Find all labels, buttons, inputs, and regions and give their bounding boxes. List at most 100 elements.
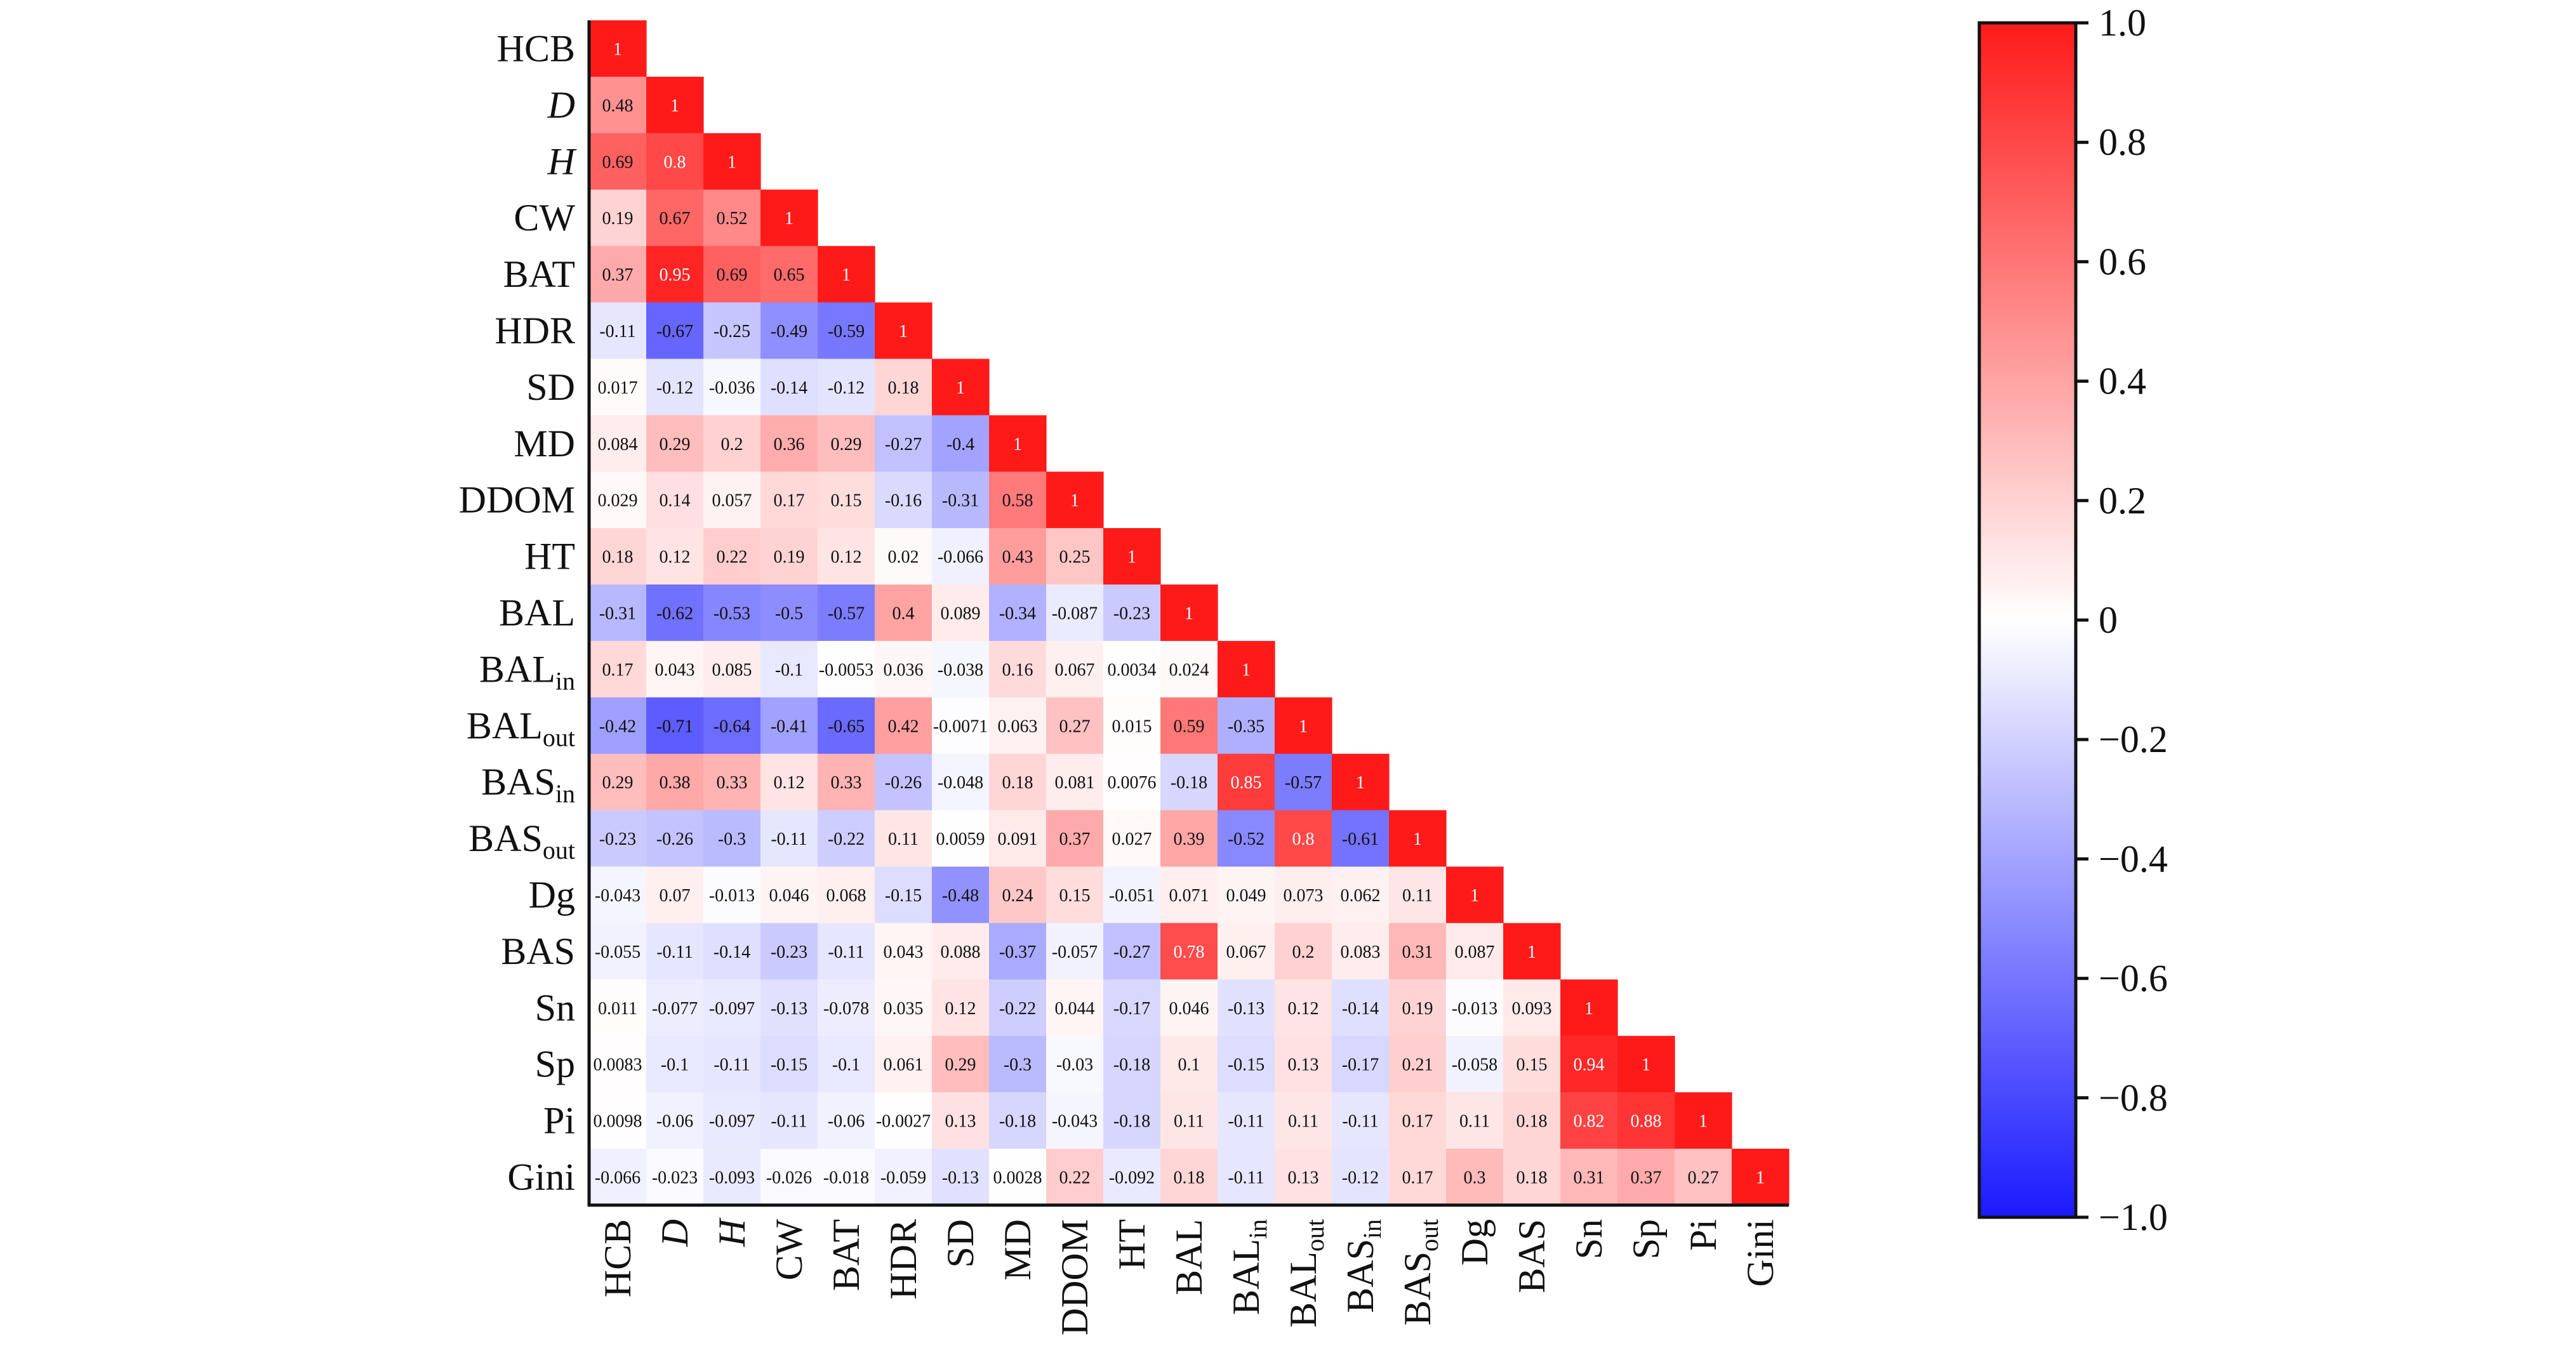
heatmap-cell-9-0 (589, 528, 647, 585)
cell-value-label: -0.11 (771, 829, 807, 849)
column-label-7: MD (997, 1219, 1039, 1281)
cell-value-label: 0.0083 (594, 1055, 642, 1075)
heatmap-cell-17-7 (989, 979, 1047, 1036)
heatmap-cell-15-9 (1103, 866, 1161, 923)
cell-value-label: 1 (1356, 773, 1365, 793)
heatmap-cell-19-5 (875, 1092, 933, 1149)
heatmap-cell-20-7 (989, 1149, 1047, 1206)
heatmap-cell-15-6 (932, 866, 990, 923)
cell-value-label: 0.82 (1574, 1112, 1605, 1132)
cell-value-label: -0.018 (823, 1168, 869, 1187)
heatmap-cell-20-10 (1160, 1149, 1218, 1206)
heatmap-cell-7-1 (646, 415, 704, 472)
heatmap-cell-5-0 (589, 302, 647, 359)
cell-value-label: -0.23 (771, 942, 807, 962)
cell-value-label: 0.17 (1402, 1168, 1433, 1187)
cell-value-label: 0.044 (1055, 999, 1095, 1019)
cell-value-label: -0.013 (1452, 999, 1497, 1019)
cell-value-label: 0.084 (598, 435, 638, 454)
heatmap-cell-16-15 (1446, 923, 1504, 980)
cell-value-label: 1 (956, 378, 965, 398)
cell-value-label: 0.083 (1341, 942, 1381, 962)
heatmap-cell-20-2 (703, 1149, 761, 1206)
cell-value-label: 0.18 (1517, 1112, 1548, 1132)
cell-value-label: -0.097 (709, 999, 755, 1019)
heatmap-cell-20-3 (760, 1149, 818, 1206)
heatmap-cell-19-4 (818, 1092, 875, 1149)
heatmap-cell-17-11 (1218, 979, 1275, 1036)
cell-value-label: -0.055 (595, 942, 641, 962)
cell-value-label: 0.21 (1402, 1055, 1433, 1075)
cell-value-label: 1 (1127, 548, 1136, 567)
cell-value-label: -0.11 (1228, 1168, 1264, 1187)
heatmap-cell-10-10 (1160, 585, 1218, 642)
heatmap-cell-19-12 (1275, 1092, 1332, 1149)
heatmap-cell-11-2 (703, 640, 761, 698)
row-label-18: Sp (535, 1043, 575, 1085)
cell-value-label: 0.36 (774, 435, 805, 454)
heatmap-cell-10-7 (989, 585, 1047, 642)
cell-value-label: -0.077 (652, 999, 698, 1019)
heatmap-cell-13-9 (1103, 753, 1161, 811)
heatmap-cell-4-4 (818, 246, 875, 303)
cell-value-label: 0.22 (717, 548, 748, 567)
heatmap-cell-19-16 (1503, 1092, 1561, 1149)
heatmap-cell-12-4 (818, 697, 875, 755)
heatmap-cell-1-1 (646, 76, 704, 134)
heatmap-cell-6-2 (703, 359, 761, 416)
heatmap-cell-18-11 (1218, 1036, 1275, 1093)
heatmap-cell-3-3 (760, 189, 818, 247)
cell-value-label: 1 (1070, 491, 1079, 511)
heatmap-cell-16-3 (760, 923, 818, 980)
heatmap-cell-8-8 (1046, 472, 1104, 529)
cell-value-label: 0.062 (1341, 886, 1381, 906)
cell-value-label: 0.85 (1231, 773, 1262, 793)
cell-value-label: -0.097 (709, 1112, 755, 1132)
heatmap-cell-14-11 (1218, 810, 1275, 868)
heatmap-cell-20-16 (1503, 1149, 1561, 1206)
row-label-1: D (547, 84, 575, 126)
heatmap-cell-17-9 (1103, 979, 1161, 1036)
column-label-14: BASout (1397, 1219, 1444, 1326)
heatmap-cell-6-3 (760, 359, 818, 416)
heatmap-cell-12-8 (1046, 697, 1104, 755)
heatmap-cell-9-9 (1103, 528, 1161, 585)
cell-value-label: -0.043 (595, 886, 641, 906)
cell-value-label: 0.067 (1226, 942, 1266, 962)
cell-value-label: 0.22 (1059, 1168, 1091, 1187)
heatmap-cell-6-1 (646, 359, 704, 416)
cell-value-label: 0.046 (1169, 999, 1209, 1019)
cell-value-label: 0.25 (1059, 548, 1091, 567)
row-label-19: Pi (543, 1100, 575, 1142)
cell-value-label: 0.19 (1402, 999, 1433, 1019)
heatmap-cell-19-14 (1389, 1092, 1447, 1149)
heatmap-cell-14-8 (1046, 810, 1104, 868)
cell-value-label: 0.37 (602, 265, 634, 285)
heatmap-cell-10-1 (646, 585, 704, 642)
heatmap-cell-15-2 (703, 866, 761, 923)
heatmap-cell-18-14 (1389, 1036, 1447, 1093)
column-label-5: HDR (882, 1219, 924, 1300)
heatmap-cell-12-6 (932, 697, 990, 755)
cell-value-label: -0.059 (880, 1168, 926, 1187)
cell-value-label: 0.085 (712, 660, 752, 680)
cell-value-label: -0.1 (832, 1055, 860, 1075)
cell-value-label: 0.043 (884, 942, 924, 962)
heatmap-cell-19-18 (1617, 1092, 1675, 1149)
cell-value-label: 0.18 (1002, 773, 1033, 793)
heatmap-cell-5-1 (646, 302, 704, 359)
heatmap-cell-16-12 (1275, 923, 1332, 980)
cell-value-label: 0.02 (888, 548, 919, 567)
cell-value-label: 0.17 (1402, 1112, 1433, 1132)
cell-value-label: -0.34 (999, 604, 1036, 623)
cell-value-label: 0.18 (602, 548, 634, 567)
heatmap-cell-8-2 (703, 472, 761, 529)
cell-value-label: 0.091 (998, 829, 1038, 849)
heatmap-cell-12-1 (646, 697, 704, 755)
colorbar-tick-label: −0.4 (2099, 838, 2168, 880)
cell-value-label: 0.18 (1174, 1168, 1205, 1187)
heatmap-cell-9-5 (875, 528, 933, 585)
colorbar-tick-label: 0.2 (2099, 480, 2146, 522)
cell-value-label: 0.071 (1169, 886, 1209, 906)
